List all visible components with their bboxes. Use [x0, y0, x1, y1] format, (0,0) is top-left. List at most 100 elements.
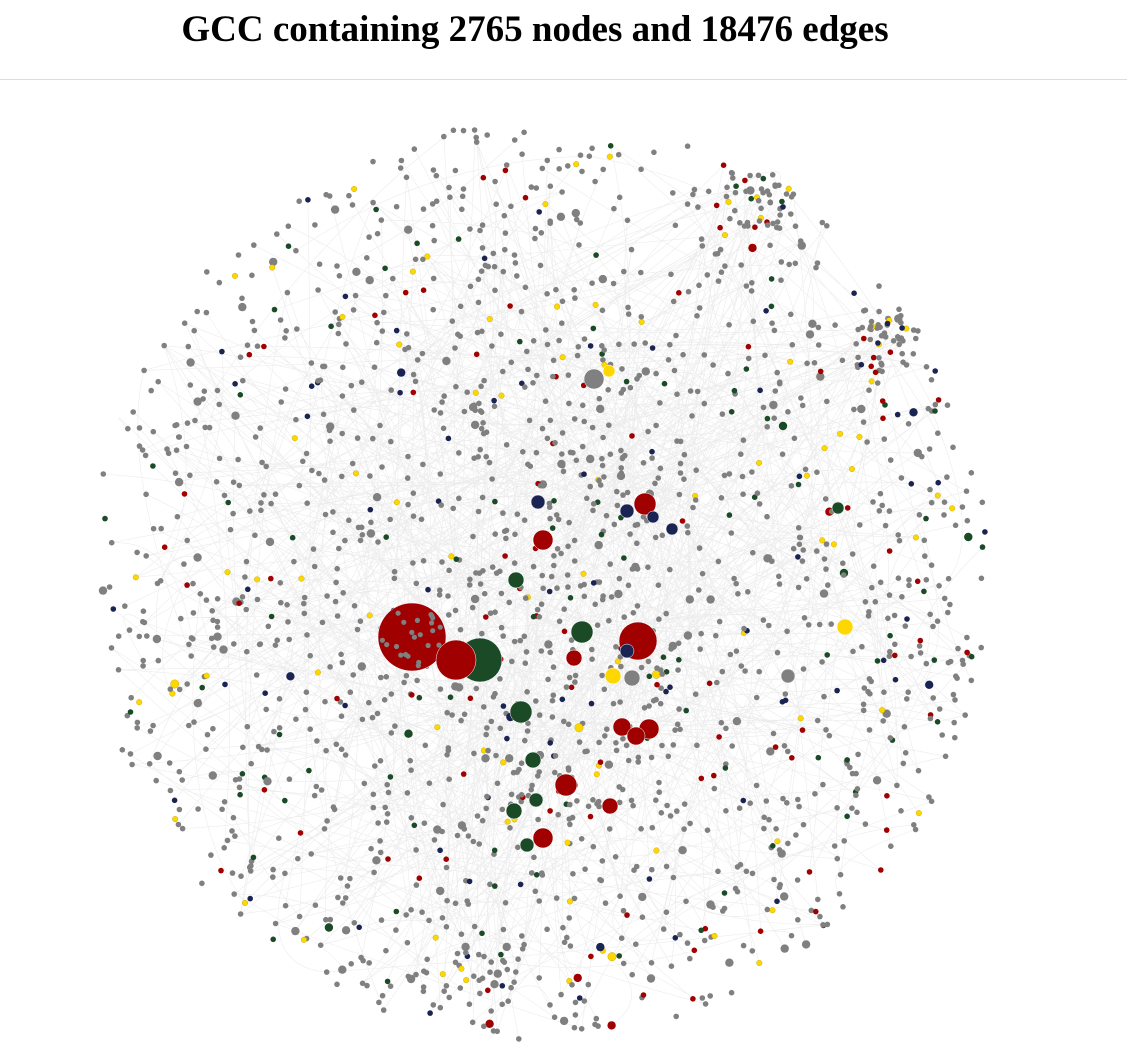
- node-gray[interactable]: [354, 626, 361, 633]
- node-gray[interactable]: [749, 469, 755, 475]
- node-gray[interactable]: [740, 942, 747, 949]
- node-gray[interactable]: [513, 969, 519, 975]
- node-gray[interactable]: [376, 999, 382, 1006]
- node-gray[interactable]: [717, 246, 724, 253]
- node-gray[interactable]: [251, 242, 257, 248]
- node-red[interactable]: [691, 947, 698, 954]
- node-gray[interactable]: [616, 341, 622, 348]
- node-gray[interactable]: [620, 386, 627, 393]
- node-gray[interactable]: [572, 672, 579, 679]
- node-gray[interactable]: [431, 407, 438, 413]
- node-gray[interactable]: [694, 742, 700, 749]
- node-gray[interactable]: [820, 922, 826, 928]
- node-gray[interactable]: [526, 417, 533, 424]
- hub-node-dark-green[interactable]: [509, 700, 533, 724]
- node-gray[interactable]: [375, 820, 381, 826]
- node-green[interactable]: [728, 409, 735, 415]
- node-red[interactable]: [443, 856, 450, 862]
- node-gray[interactable]: [515, 956, 521, 962]
- node-gray[interactable]: [274, 637, 281, 643]
- node-gray[interactable]: [520, 449, 526, 455]
- node-gray[interactable]: [570, 871, 576, 877]
- node-gray[interactable]: [698, 236, 705, 242]
- node-gray[interactable]: [339, 473, 345, 480]
- node-green[interactable]: [676, 657, 682, 663]
- node-red[interactable]: [935, 397, 942, 403]
- node-gray[interactable]: [536, 712, 543, 718]
- node-gray[interactable]: [184, 420, 191, 426]
- node-gray[interactable]: [483, 805, 490, 812]
- node-gray[interactable]: [915, 328, 921, 334]
- node-gray[interactable]: [464, 389, 471, 396]
- node-gray[interactable]: [565, 163, 571, 169]
- node-gray[interactable]: [321, 477, 328, 483]
- node-gray[interactable]: [634, 603, 641, 609]
- node-red[interactable]: [772, 744, 779, 750]
- node-gray[interactable]: [409, 629, 415, 636]
- node-gray[interactable]: [481, 1023, 487, 1030]
- node-gray[interactable]: [352, 267, 361, 276]
- node-gray[interactable]: [821, 693, 827, 700]
- node-gray[interactable]: [524, 348, 530, 355]
- node-yellow[interactable]: [566, 898, 573, 905]
- node-gray[interactable]: [339, 430, 346, 437]
- node-gray[interactable]: [248, 760, 254, 767]
- node-gray[interactable]: [582, 748, 588, 755]
- node-gray[interactable]: [312, 902, 319, 908]
- node-gray[interactable]: [335, 330, 342, 337]
- node-gray[interactable]: [732, 189, 739, 196]
- node-navy[interactable]: [590, 580, 597, 586]
- node-gray[interactable]: [697, 646, 703, 652]
- node-gray[interactable]: [465, 901, 472, 907]
- node-gray[interactable]: [599, 462, 606, 469]
- node-yellow[interactable]: [638, 318, 645, 325]
- node-gray[interactable]: [401, 619, 407, 625]
- node-gray[interactable]: [342, 752, 349, 758]
- node-gray[interactable]: [923, 364, 930, 370]
- node-gray[interactable]: [724, 184, 730, 191]
- node-gray[interactable]: [756, 218, 763, 224]
- node-gray[interactable]: [814, 260, 821, 266]
- node-gray[interactable]: [498, 590, 505, 597]
- node-gray[interactable]: [665, 753, 672, 760]
- node-gray[interactable]: [453, 383, 459, 390]
- hub-node-red[interactable]: [565, 649, 583, 667]
- node-gray[interactable]: [436, 642, 442, 648]
- node-gray[interactable]: [272, 491, 279, 498]
- node-gray[interactable]: [718, 495, 725, 501]
- node-red[interactable]: [409, 692, 415, 698]
- node-yellow[interactable]: [803, 472, 810, 479]
- node-gray[interactable]: [866, 387, 872, 394]
- node-yellow[interactable]: [424, 253, 431, 260]
- node-gray[interactable]: [249, 272, 255, 279]
- node-gray[interactable]: [522, 384, 528, 390]
- node-green[interactable]: [887, 632, 893, 639]
- node-yellow[interactable]: [934, 492, 941, 499]
- node-gray[interactable]: [450, 505, 457, 512]
- node-green[interactable]: [328, 323, 334, 330]
- node-red[interactable]: [587, 813, 594, 820]
- node-green[interactable]: [932, 408, 938, 414]
- node-gray[interactable]: [687, 820, 693, 827]
- node-gray[interactable]: [420, 206, 427, 212]
- node-gray[interactable]: [601, 686, 608, 693]
- node-gray[interactable]: [564, 934, 570, 941]
- node-gray[interactable]: [533, 698, 539, 704]
- node-gray[interactable]: [855, 354, 861, 361]
- node-gray[interactable]: [165, 450, 172, 457]
- node-gray[interactable]: [471, 923, 478, 930]
- node-red[interactable]: [806, 869, 813, 875]
- node-gray[interactable]: [887, 735, 894, 741]
- node-gray[interactable]: [928, 562, 935, 568]
- node-gray[interactable]: [749, 280, 755, 286]
- node-gray[interactable]: [899, 350, 905, 357]
- node-gray[interactable]: [140, 618, 146, 625]
- node-gray[interactable]: [760, 189, 766, 196]
- node-gray[interactable]: [357, 662, 366, 671]
- node-gray[interactable]: [839, 357, 846, 364]
- node-gray[interactable]: [183, 443, 190, 450]
- node-gray[interactable]: [310, 546, 317, 552]
- node-gray[interactable]: [578, 1026, 585, 1032]
- hub-node-red[interactable]: [554, 773, 578, 797]
- node-gray[interactable]: [301, 610, 308, 617]
